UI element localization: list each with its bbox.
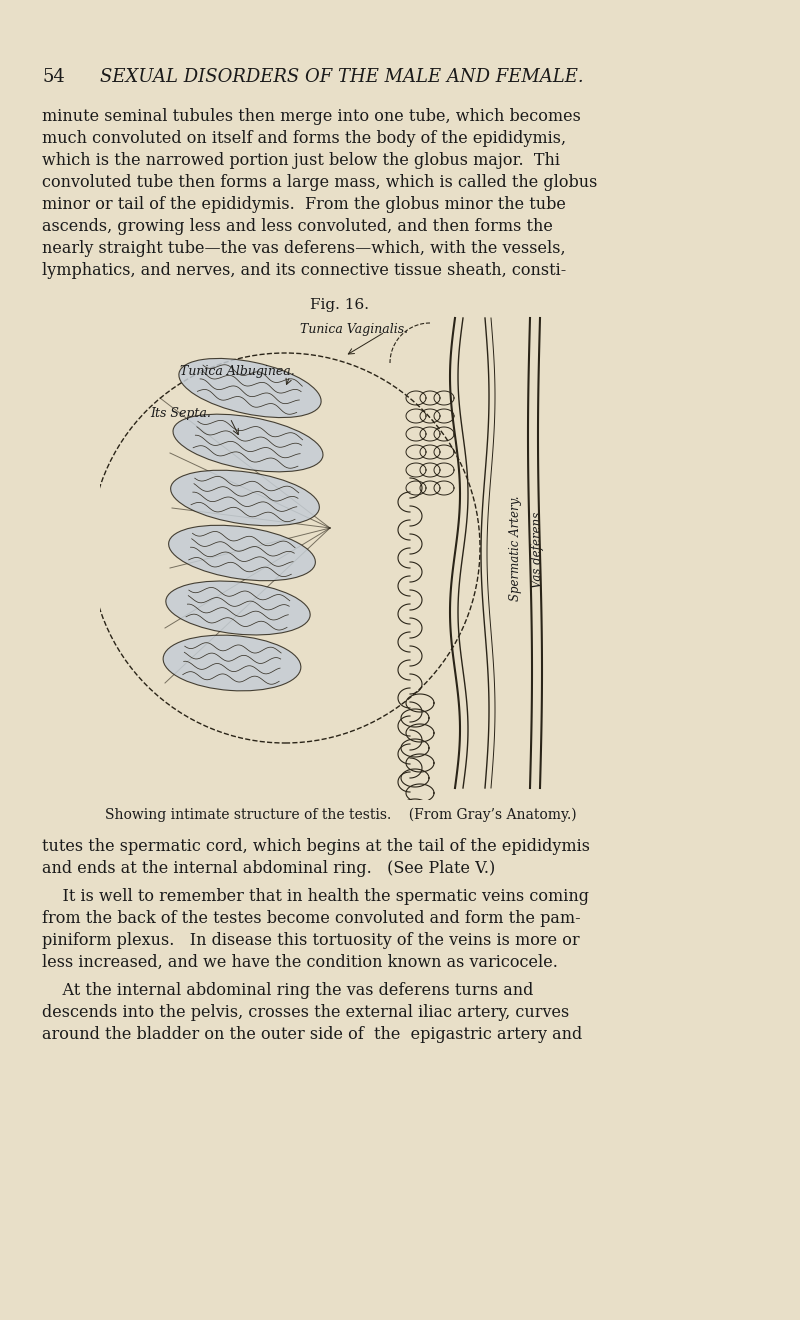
- Text: Vas deferens.: Vas deferens.: [531, 508, 545, 587]
- Text: tutes the spermatic cord, which begins at the tail of the epididymis: tutes the spermatic cord, which begins a…: [42, 838, 590, 855]
- Text: 54: 54: [42, 69, 65, 86]
- Ellipse shape: [163, 635, 301, 690]
- Text: ascends, growing less and less convoluted, and then forms the: ascends, growing less and less convolute…: [42, 218, 553, 235]
- Text: Its Septa.: Its Septa.: [150, 407, 211, 420]
- Ellipse shape: [173, 414, 323, 471]
- Text: much convoluted on itself and forms the body of the epididymis,: much convoluted on itself and forms the …: [42, 129, 566, 147]
- Text: Tunica Vaginalis.: Tunica Vaginalis.: [300, 323, 408, 337]
- Text: Showing intimate structure of the testis.    (From Gray’s Anatomy.): Showing intimate structure of the testis…: [105, 808, 577, 822]
- Text: At the internal abdominal ring the vas deferens turns and: At the internal abdominal ring the vas d…: [42, 982, 534, 999]
- Text: from the back of the testes become convoluted and form the pam-: from the back of the testes become convo…: [42, 909, 581, 927]
- Text: piniform plexus.   In disease this tortuosity of the veins is more or: piniform plexus. In disease this tortuos…: [42, 932, 580, 949]
- Text: less increased, and we have the condition known as varicocele.: less increased, and we have the conditio…: [42, 954, 558, 972]
- Text: and ends at the internal abdominal ring.   (See Plate V.): and ends at the internal abdominal ring.…: [42, 861, 495, 876]
- Ellipse shape: [179, 359, 321, 417]
- Text: It is well to remember that in health the spermatic veins coming: It is well to remember that in health th…: [42, 888, 589, 906]
- Text: around the bladder on the outer side of  the  epigastric artery and: around the bladder on the outer side of …: [42, 1026, 582, 1043]
- Text: nearly straight tube—the vas deferens—which, with the vessels,: nearly straight tube—the vas deferens—wh…: [42, 240, 566, 257]
- Text: convoluted tube then forms a large mass, which is called the globus: convoluted tube then forms a large mass,…: [42, 174, 598, 191]
- Text: Tunica Albuginea.: Tunica Albuginea.: [180, 366, 294, 379]
- Text: minor or tail of the epididymis.  From the globus minor the tube: minor or tail of the epididymis. From th…: [42, 195, 566, 213]
- Text: minute seminal tubules then merge into one tube, which becomes: minute seminal tubules then merge into o…: [42, 108, 581, 125]
- Ellipse shape: [169, 525, 315, 581]
- Text: lymphatics, and nerves, and its connective tissue sheath, consti-: lymphatics, and nerves, and its connecti…: [42, 261, 566, 279]
- Text: which is the narrowed portion just below the globus major.  Thi: which is the narrowed portion just below…: [42, 152, 560, 169]
- Text: descends into the pelvis, crosses the external iliac artery, curves: descends into the pelvis, crosses the ex…: [42, 1005, 570, 1020]
- Text: Fig. 16.: Fig. 16.: [310, 298, 369, 312]
- Text: Spermatic Artery.: Spermatic Artery.: [509, 495, 522, 601]
- Ellipse shape: [170, 470, 319, 525]
- Text: SEXUAL DISORDERS OF THE MALE AND FEMALE.: SEXUAL DISORDERS OF THE MALE AND FEMALE.: [100, 69, 584, 86]
- Ellipse shape: [166, 581, 310, 635]
